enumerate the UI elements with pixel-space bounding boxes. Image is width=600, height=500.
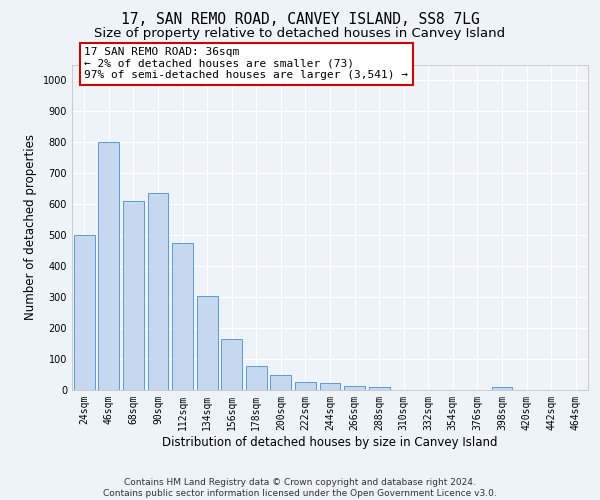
- Text: 17 SAN REMO ROAD: 36sqm
← 2% of detached houses are smaller (73)
97% of semi-det: 17 SAN REMO ROAD: 36sqm ← 2% of detached…: [84, 48, 408, 80]
- Bar: [148, 194, 169, 390]
- Bar: [295, 382, 316, 390]
- Bar: [98, 142, 119, 390]
- Bar: [246, 366, 267, 390]
- Y-axis label: Number of detached properties: Number of detached properties: [24, 134, 37, 320]
- X-axis label: Distribution of detached houses by size in Canvey Island: Distribution of detached houses by size …: [162, 436, 498, 448]
- Bar: [344, 386, 365, 390]
- Bar: [368, 387, 389, 390]
- Text: 17, SAN REMO ROAD, CANVEY ISLAND, SS8 7LG: 17, SAN REMO ROAD, CANVEY ISLAND, SS8 7L…: [121, 12, 479, 28]
- Bar: [491, 387, 512, 390]
- Bar: [197, 296, 218, 390]
- Bar: [271, 374, 292, 390]
- Text: Contains HM Land Registry data © Crown copyright and database right 2024.
Contai: Contains HM Land Registry data © Crown c…: [103, 478, 497, 498]
- Bar: [172, 243, 193, 390]
- Text: Size of property relative to detached houses in Canvey Island: Size of property relative to detached ho…: [94, 28, 506, 40]
- Bar: [74, 235, 95, 390]
- Bar: [320, 383, 340, 390]
- Bar: [123, 201, 144, 390]
- Bar: [221, 339, 242, 390]
